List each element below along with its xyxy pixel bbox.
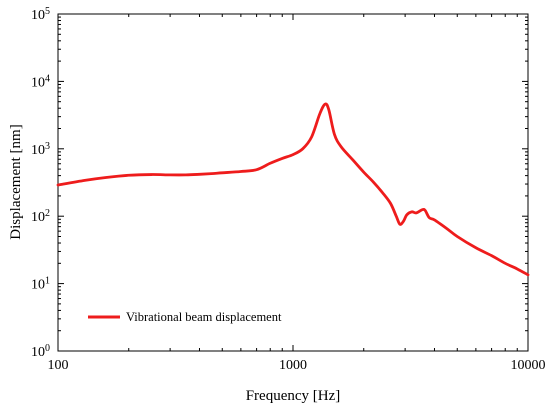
- y-tick-label: 104: [31, 73, 50, 91]
- y-axis-ticks: 100 101 102 103 104 105: [31, 6, 528, 361]
- y-axis-title: Displacement [nm]: [8, 124, 24, 239]
- plot-area-frame: [57, 13, 529, 352]
- x-tick-label: 10000: [511, 358, 546, 373]
- y-tick-label: 100: [31, 343, 50, 361]
- x-tick-label: 100: [48, 358, 69, 373]
- y-tick-label: 105: [31, 6, 50, 24]
- x-axis-title: Frequency [Hz]: [246, 388, 341, 404]
- series-layer: [56, 102, 530, 277]
- y-tick-label: 101: [31, 275, 50, 293]
- legend: Vibrational beam displacement: [88, 310, 282, 324]
- y-tick-label: 102: [31, 208, 50, 226]
- legend-label: Vibrational beam displacement: [126, 310, 282, 324]
- x-tick-label: 1000: [279, 358, 307, 373]
- series-line-0: [56, 102, 530, 277]
- y-tick-label: 103: [31, 140, 50, 158]
- x-axis-ticks: 100 1000 10000: [48, 14, 546, 373]
